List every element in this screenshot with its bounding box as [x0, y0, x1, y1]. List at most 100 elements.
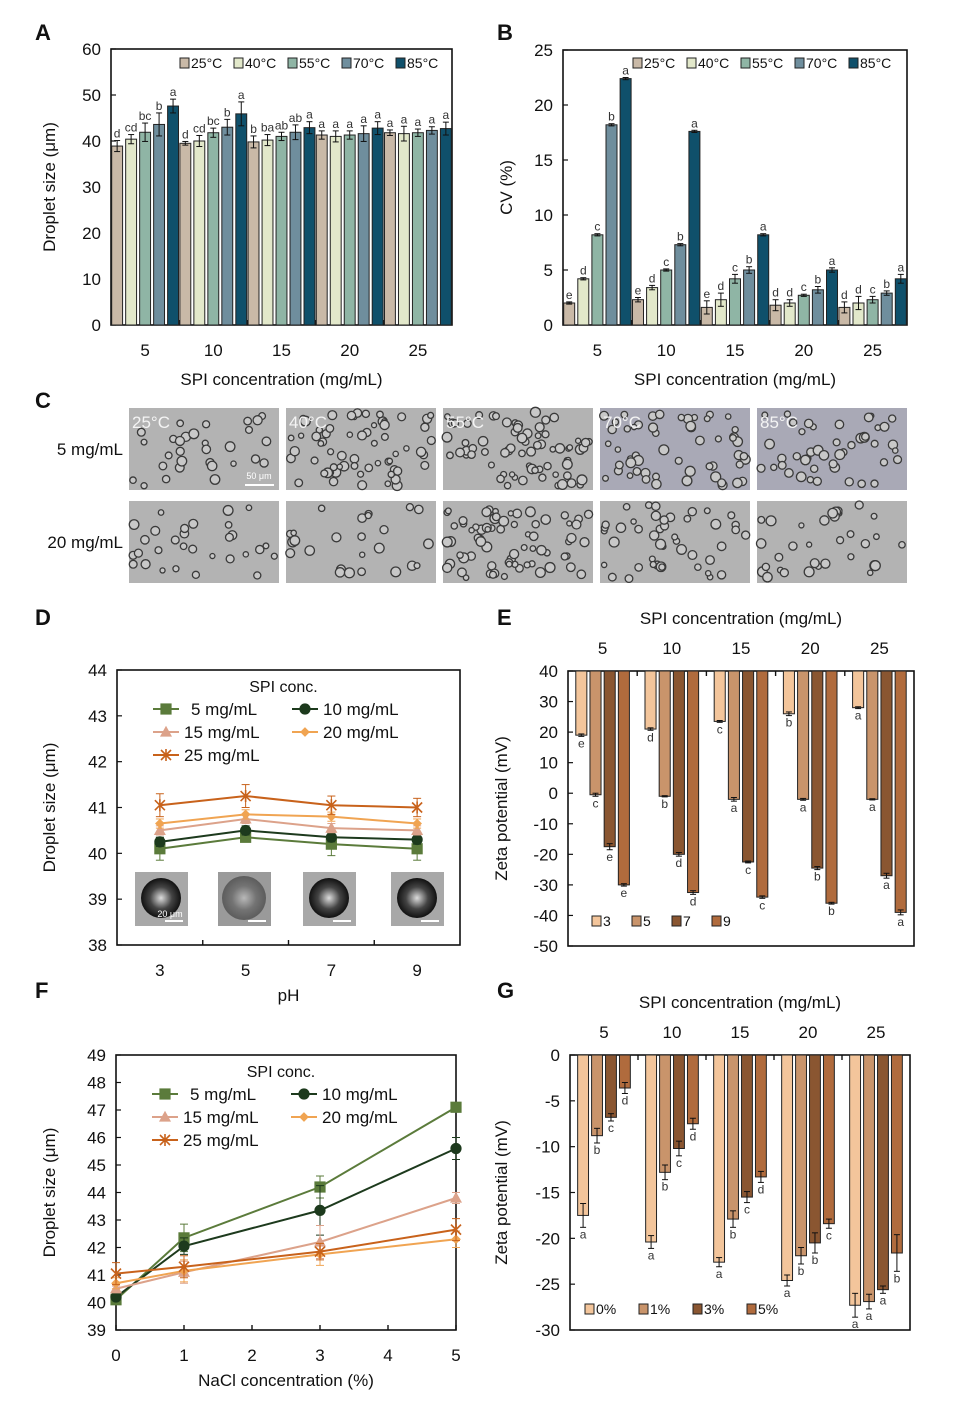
x-tick-label: 5	[241, 961, 250, 980]
panel-letter: B	[497, 20, 513, 45]
droplet	[541, 415, 551, 425]
y-tick-label: -10	[533, 815, 558, 834]
bar	[329, 135, 342, 326]
chart-panel-G: -30 -25 -20 -15 -10 -5 0 Zeta potential (mV) G 5 1…	[492, 978, 911, 1340]
droplet	[574, 437, 582, 444]
droplet	[463, 419, 472, 428]
droplet	[290, 529, 298, 537]
droplet	[887, 414, 897, 423]
droplet	[188, 428, 200, 440]
droplet	[379, 419, 390, 431]
significance-letter: a	[238, 88, 245, 102]
marker-triangle	[153, 824, 166, 836]
droplet	[716, 541, 727, 552]
bar	[756, 670, 769, 898]
y-tick-label: 40	[88, 844, 107, 863]
droplet	[161, 474, 171, 484]
legend-swatch	[671, 915, 682, 927]
x-tick-label: 20	[340, 341, 359, 360]
marker-triangle	[449, 1191, 463, 1203]
droplet	[140, 534, 150, 545]
droplet	[600, 561, 608, 569]
droplet	[798, 522, 805, 529]
y-tick-label: 5	[544, 261, 553, 280]
droplet	[846, 530, 855, 539]
micrograph-background	[757, 408, 907, 490]
x-tick-label: 2	[247, 1346, 256, 1365]
droplet	[651, 478, 662, 490]
droplet	[819, 515, 830, 526]
droplet	[397, 412, 407, 422]
significance-letter: e	[578, 736, 585, 750]
significance-letter: cd	[193, 121, 206, 135]
bar	[645, 1054, 658, 1243]
legend-title: SPI conc.	[249, 679, 317, 696]
droplet	[676, 544, 688, 555]
droplet	[806, 475, 815, 484]
significance-letter: a	[170, 85, 177, 99]
droplet	[784, 468, 794, 478]
droplet	[554, 443, 566, 454]
droplet	[224, 520, 233, 529]
y-tick-label: 42	[87, 1239, 106, 1258]
marker-star	[160, 749, 172, 761]
droplet	[441, 562, 453, 574]
droplet	[498, 515, 510, 527]
droplet	[809, 558, 820, 569]
droplet	[350, 461, 359, 470]
droplet	[364, 511, 372, 520]
droplet	[468, 526, 475, 534]
y-tick-label: 43	[87, 1211, 106, 1230]
y-tick-label: 49	[87, 1046, 106, 1065]
droplet	[703, 507, 711, 515]
droplet	[157, 509, 165, 516]
droplet	[832, 438, 841, 447]
droplet	[455, 447, 466, 458]
significance-letter: d	[855, 282, 862, 296]
significance-letter: b	[730, 1227, 737, 1241]
droplet	[761, 411, 769, 419]
significance-letter: ab	[289, 111, 303, 125]
y-tick-label: 0	[544, 316, 553, 335]
droplet	[803, 418, 814, 429]
droplet	[487, 461, 495, 469]
marker-circle	[299, 703, 311, 715]
droplet	[531, 519, 540, 529]
droplet	[525, 446, 537, 457]
legend-label: 85°C	[860, 55, 891, 71]
legend-swatch	[638, 1303, 649, 1315]
marker-diamond	[155, 818, 165, 829]
significance-letter: a	[443, 108, 450, 122]
droplet	[475, 536, 487, 547]
legend-label: 0%	[596, 1301, 616, 1317]
droplet	[484, 526, 492, 533]
droplet	[159, 567, 166, 574]
bar	[646, 287, 659, 326]
droplet	[561, 458, 573, 470]
significance-letter: d	[182, 127, 189, 141]
y-tick-label: -40	[533, 906, 558, 925]
series-line	[159, 795, 418, 809]
droplet	[654, 538, 667, 550]
droplet	[450, 419, 460, 428]
legend-swatch	[233, 57, 244, 69]
legend-label: 70°C	[806, 55, 837, 71]
bar	[728, 278, 742, 326]
droplet	[507, 510, 514, 517]
significance-letter: b	[798, 1264, 805, 1278]
legend-swatch	[692, 1303, 703, 1315]
significance-letter: a	[880, 1293, 887, 1307]
droplet	[176, 455, 188, 467]
legend-label: 70°C	[353, 55, 384, 71]
chart-panel-B: 0 5 10 15 20 25 CV (%) B 5 10 15 20 25 SPI concentrat…	[497, 20, 908, 389]
droplet	[289, 535, 301, 547]
droplet	[608, 536, 620, 548]
droplet	[861, 432, 870, 441]
droplet	[384, 480, 392, 488]
bar	[303, 127, 316, 326]
droplet	[188, 518, 199, 529]
legend-swatch	[686, 57, 697, 69]
droplet	[626, 472, 634, 480]
